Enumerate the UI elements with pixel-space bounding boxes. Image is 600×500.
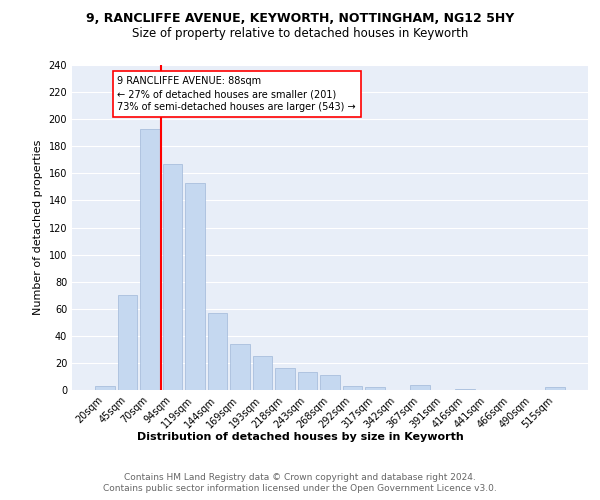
Text: Size of property relative to detached houses in Keyworth: Size of property relative to detached ho…	[132, 28, 468, 40]
Bar	[95, 386, 115, 390]
Text: Contains HM Land Registry data © Crown copyright and database right 2024.: Contains HM Land Registry data © Crown c…	[124, 472, 476, 482]
Text: Distribution of detached houses by size in Keyworth: Distribution of detached houses by size …	[137, 432, 463, 442]
Bar	[455, 388, 475, 390]
Bar	[545, 388, 565, 390]
Bar	[275, 368, 295, 390]
Text: 9, RANCLIFFE AVENUE, KEYWORTH, NOTTINGHAM, NG12 5HY: 9, RANCLIFFE AVENUE, KEYWORTH, NOTTINGHA…	[86, 12, 514, 26]
Y-axis label: Number of detached properties: Number of detached properties	[33, 140, 43, 315]
Bar	[410, 384, 430, 390]
Bar	[163, 164, 182, 390]
Bar	[140, 128, 160, 390]
Text: Contains public sector information licensed under the Open Government Licence v3: Contains public sector information licen…	[103, 484, 497, 493]
Bar	[230, 344, 250, 390]
Bar	[320, 375, 340, 390]
Bar	[365, 388, 385, 390]
Bar	[343, 386, 362, 390]
Bar	[298, 372, 317, 390]
Bar	[185, 183, 205, 390]
Text: 9 RANCLIFFE AVENUE: 88sqm
← 27% of detached houses are smaller (201)
73% of semi: 9 RANCLIFFE AVENUE: 88sqm ← 27% of detac…	[118, 76, 356, 112]
Bar	[208, 313, 227, 390]
Bar	[253, 356, 272, 390]
Bar	[118, 295, 137, 390]
